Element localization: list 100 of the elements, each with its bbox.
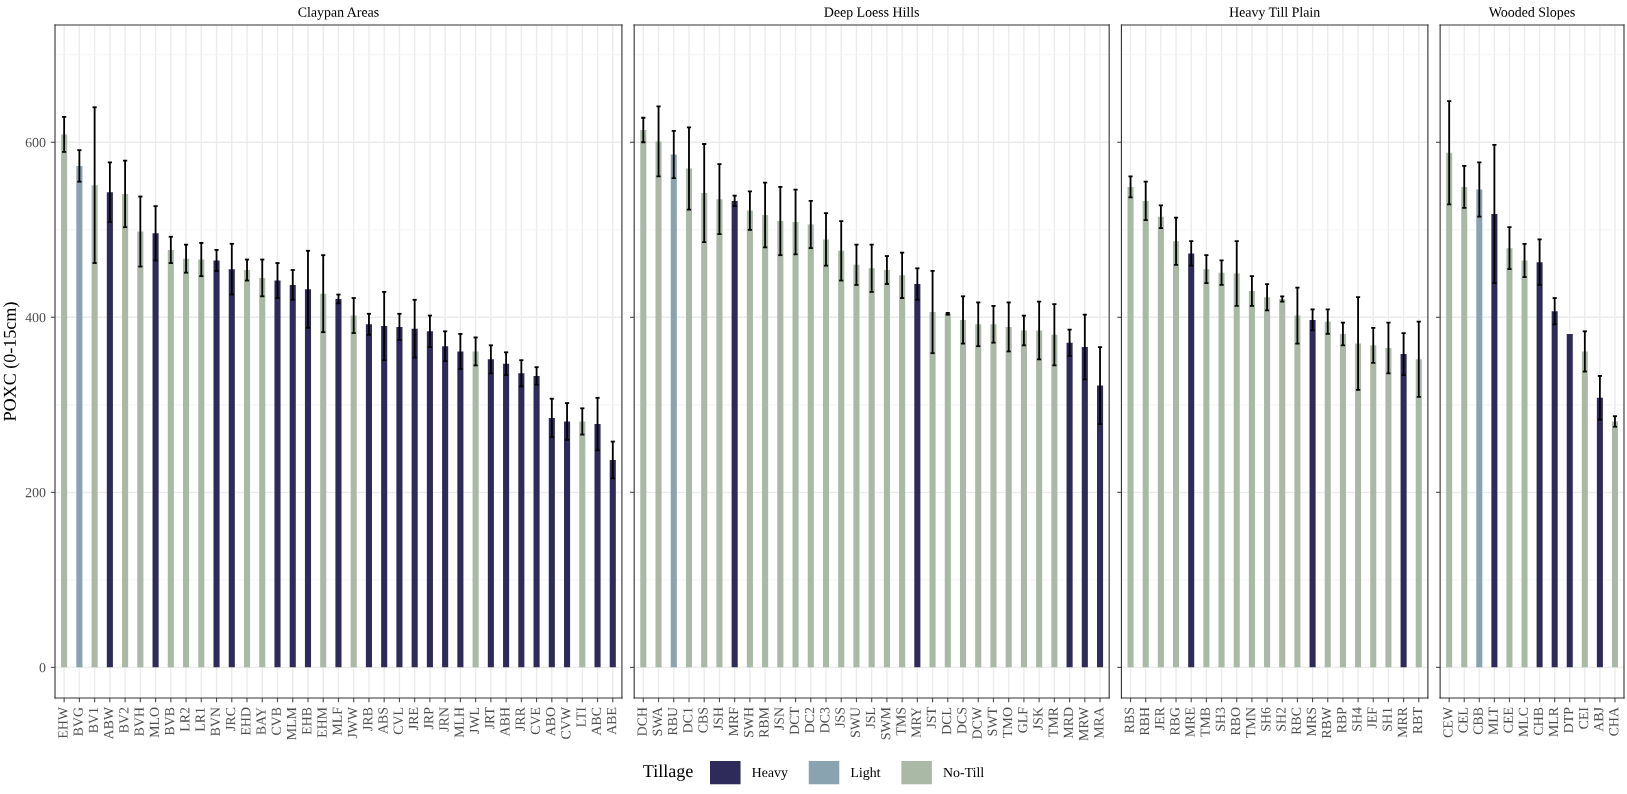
bar [213,260,220,668]
bar [320,293,327,668]
bar [548,417,555,668]
x-tick-label: DC3 [820,707,830,733]
x-tick-label: JEF [1367,707,1377,729]
bar [1218,272,1225,668]
x-tick-label: JSN [774,707,784,730]
bar [883,270,890,668]
x-tick-label: RBC [1291,707,1301,735]
bar [853,264,860,668]
bar [442,346,449,668]
x-tick-label: JSL [865,707,876,729]
bar [122,193,129,668]
bar [1233,273,1240,668]
x-tick-label: MRE [1185,707,1195,737]
bar [1400,354,1407,668]
x-tick-label: RBS [1124,707,1135,733]
x-tick-label: MLR [1548,707,1559,737]
x-tick-label: EHM [317,707,327,738]
bar [335,298,342,668]
x-tick-label: RBH [1139,707,1150,736]
legend-label: Heavy [752,767,788,780]
bar [183,258,190,668]
bar [1339,333,1346,668]
bar [1461,186,1468,668]
x-tick-label: JRT [485,707,495,730]
x-tick-label: RBT [1413,707,1423,734]
x-tick-label: SH6 [1261,707,1271,731]
bar [701,193,708,668]
bar [198,259,205,668]
bar [1446,152,1453,668]
chart-title: Heavy Till Plain [1229,7,1320,20]
x-tick-label: RBW [1321,707,1332,739]
bar [1157,216,1164,668]
x-tick-label: TMO [1002,707,1013,738]
bar [1005,326,1012,668]
x-tick-label: JRE [408,707,419,730]
bar [1173,241,1180,668]
x-tick-label: CEE [1503,707,1513,733]
x-tick-label: CEW [1443,707,1453,738]
x-tick-label: CEL [1458,707,1468,733]
x-tick-label: CBS [698,707,708,733]
bar [1491,214,1498,668]
bar [944,313,951,668]
bar [975,324,982,668]
bar [868,268,875,668]
bar [137,231,144,668]
x-tick-label: SWH [744,707,754,737]
bar [807,224,814,668]
x-tick-label: JRP [424,707,434,730]
x-tick-label: MRR [1397,707,1407,738]
bar [1355,343,1362,668]
x-tick-label: JSK [1033,707,1043,730]
bar [61,134,68,668]
y-tick-label: 200 [25,487,46,498]
x-tick-label: MRY [911,707,921,738]
x-tick-label: JSS [835,707,845,728]
legend-label: Light [850,767,881,780]
bar [533,375,540,668]
bar [1279,298,1286,668]
x-tick-label: TMN [1246,707,1256,738]
bar [472,351,479,668]
bar [1203,269,1210,668]
bar [167,249,174,668]
bar [1248,291,1255,668]
x-tick-label: MRD [1063,707,1073,739]
bar [594,424,601,668]
bar [1142,200,1149,668]
bar [228,269,235,668]
x-tick-label: JSH [713,707,723,730]
x-tick-label: LR1 [195,707,205,732]
x-tick-label: RBU [668,707,678,736]
x-tick-label: DCL [941,707,952,735]
x-tick-label: CBB [1473,707,1483,735]
bar [457,351,464,668]
x-tick-label: TMR [1048,707,1058,737]
x-tick-label: GLF [1018,707,1028,733]
y-tick-label: 400 [25,312,46,323]
bar [396,326,403,668]
bar [1036,330,1043,668]
bar [777,221,784,668]
x-tick-label: SH2 [1276,707,1286,731]
bar [731,200,738,668]
bar [381,326,388,668]
x-tick-label: SWA [652,707,663,736]
x-tick-label: MRW [1079,707,1089,741]
bar [350,315,357,668]
x-tick-label: BV2 [119,707,129,733]
x-tick-label: ABC [591,707,602,736]
x-tick-label: MRF [728,707,738,736]
x-tick-label: CHB [1533,707,1544,736]
x-tick-label: RBP [1337,707,1347,733]
y-tick-label: 0 [39,662,46,673]
chart-title: Wooded Slopes [1488,7,1575,20]
chart-title: Claypan Areas [298,7,379,20]
bar [1294,315,1301,668]
x-tick-label: LR2 [180,707,190,732]
chart-title: Deep Loess Hills [824,7,919,20]
x-tick-label: MLC [1518,707,1529,737]
bar [152,233,159,668]
